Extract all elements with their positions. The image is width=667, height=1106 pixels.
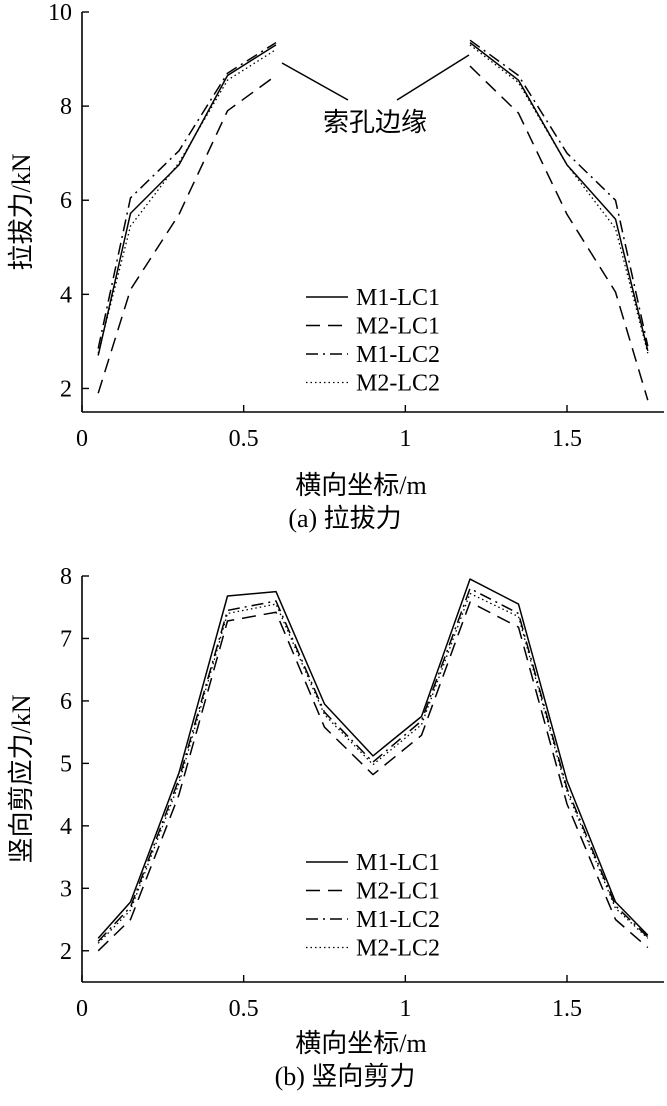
series-line-m1-lc2: [469, 39, 649, 347]
x-tick-label: 1.5: [552, 996, 582, 1022]
annotation-leader-right: [396, 54, 470, 101]
annotation-label: 索孔边缘: [323, 108, 427, 138]
series-line-m1-lc1: [97, 578, 649, 939]
y-tick-label: 4: [60, 814, 72, 840]
y-tick-label: 8: [60, 564, 72, 590]
y-tick-label: 7: [60, 626, 72, 652]
chart-panel-a: 0 0.5 1 1.5 2 4 6 8 10 横向坐标/m 拉拔力/kN (a) 拉拔力 索孔边缘 M1-…: [7, 0, 664, 533]
x-tick-label: 1.5: [552, 426, 582, 452]
x-tick-label: 1: [399, 426, 411, 452]
y-tick-label: 10: [48, 0, 72, 26]
y-tick-label: 6: [60, 188, 72, 214]
series-line-m1-lc2: [97, 41, 277, 349]
legend-label-m1-lc2: M1-LC2: [356, 907, 440, 933]
y-tick-label: 8: [60, 94, 72, 120]
legend-label-m2-lc2: M2-LC2: [356, 936, 440, 962]
legend-label-m1-lc1: M1-LC1: [356, 850, 440, 876]
chart-caption: (a) 拉拔力: [288, 504, 401, 533]
chart-panel-b: 0 0.5 1 1.5 2 3 4 5 6 7 8 横向坐标/m 竖向剪应力/kN (b) 竖向剪力 M1-…: [7, 564, 664, 1091]
x-tick-label: 0.5: [229, 426, 259, 452]
legend-label-m2-lc1: M2-LC1: [356, 314, 440, 340]
y-tick-label: 6: [60, 689, 72, 715]
x-axis-label: 横向坐标/m: [295, 471, 426, 500]
series-line-m2-lc1: [469, 65, 649, 401]
x-tick-label: 1: [399, 996, 411, 1022]
x-tick-label: 0.5: [229, 996, 259, 1022]
series-line-m2-lc2: [97, 592, 649, 944]
y-tick-label: 2: [60, 376, 72, 402]
chart-caption: (b) 竖向剪力: [275, 1062, 416, 1091]
y-tick-label: 4: [60, 282, 72, 308]
legend-label-m1-lc2: M1-LC2: [356, 342, 440, 368]
y-tick-label: 2: [60, 939, 72, 965]
y-axis-label: 拉拔力/kN: [7, 153, 36, 270]
y-tick-label: 3: [60, 876, 72, 902]
series-line-m1-lc1: [97, 44, 277, 356]
series-line-m1-lc2: [97, 587, 649, 942]
legend-label-m2-lc1: M2-LC1: [356, 879, 440, 905]
legend-label-m2-lc2: M2-LC2: [356, 371, 440, 397]
series-line-m2-lc2: [469, 44, 649, 354]
x-axis-label: 横向坐标/m: [295, 1029, 426, 1058]
series-line-m2-lc1: [97, 74, 277, 394]
series-line-m1-lc1: [469, 42, 649, 351]
legend-label-m1-lc1: M1-LC1: [356, 285, 440, 311]
y-axis-label: 竖向剪应力/kN: [7, 694, 36, 863]
x-tick-label: 0: [76, 426, 88, 452]
annotation-leader-left: [281, 62, 349, 101]
y-tick-label: 5: [60, 751, 72, 777]
x-tick-label: 0: [76, 996, 88, 1022]
series-line-m2-lc1: [97, 601, 649, 952]
